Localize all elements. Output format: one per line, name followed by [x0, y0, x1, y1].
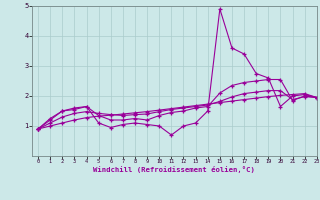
X-axis label: Windchill (Refroidissement éolien,°C): Windchill (Refroidissement éolien,°C) — [93, 166, 255, 173]
